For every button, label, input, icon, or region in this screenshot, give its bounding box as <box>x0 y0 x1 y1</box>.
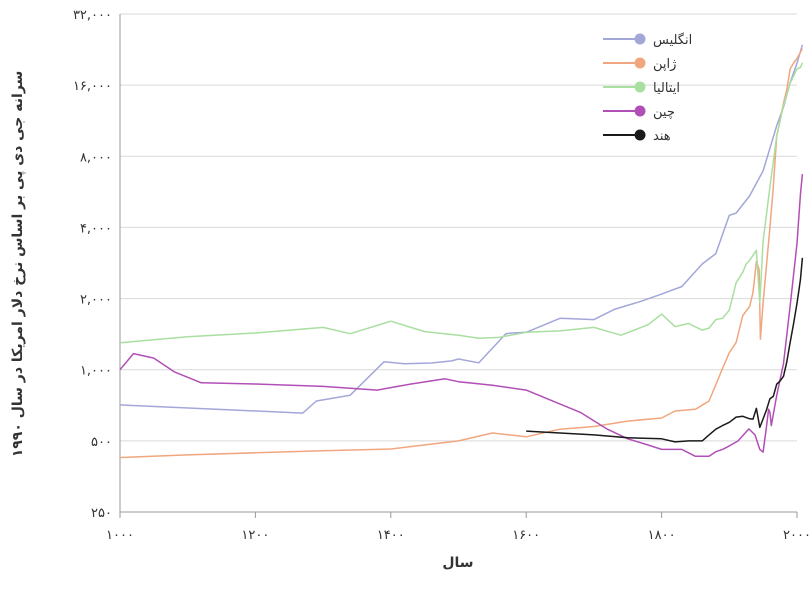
x-tick-label: ۲۰۰۰ <box>783 528 810 543</box>
legend-label: ایتالیا <box>653 81 680 96</box>
legend-marker <box>634 105 646 117</box>
y-tick-label: ۱۶,۰۰۰ <box>73 79 112 94</box>
y-tick-label: ۱,۰۰۰ <box>80 364 112 379</box>
legend-label: چین <box>653 105 675 120</box>
y-tick-label: ۸,۰۰۰ <box>80 150 112 165</box>
axes <box>119 14 798 518</box>
x-tick-label: ۱۴۰۰ <box>377 528 405 543</box>
y-axis-title: سرانه جی دی پی بر اساس نرخ دلار امریکا د… <box>10 71 26 458</box>
series-line <box>119 174 804 458</box>
y-tick-label: ۲۵۰ <box>91 506 112 521</box>
y-tick-label: ۳۲,۰۰۰ <box>73 8 112 23</box>
legend-label: هند <box>653 129 671 144</box>
tick-labels: ۲۵۰ ۵۰۰ ۱,۰۰۰ ۲,۰۰۰ ۴,۰۰۰ ۸,۰۰۰ ۱۶,۰۰۰ ۳۲,۰۰۰ ۱۰… <box>73 8 810 543</box>
x-tick-label: ۱۲۰۰ <box>241 528 269 543</box>
y-tick-label: ۵۰۰ <box>91 435 112 450</box>
legend-label: ژاپن <box>653 57 676 72</box>
legend: انگلیس ژاپن ایتالیا چین هند <box>603 32 692 144</box>
legend-marker <box>634 81 646 93</box>
series-lines <box>119 44 804 459</box>
x-tick-label: ۱۶۰۰ <box>512 528 540 543</box>
series-line <box>119 44 804 414</box>
series-line <box>119 62 804 344</box>
legend-marker <box>634 57 646 69</box>
y-tick-label: ۴,۰۰۰ <box>80 221 112 236</box>
y-tick-label: ۲,۰۰۰ <box>80 293 112 308</box>
x-tick-label: ۱۸۰۰ <box>648 528 676 543</box>
series-line <box>526 257 804 443</box>
x-tick-label: ۱۰۰۰ <box>106 528 134 543</box>
legend-marker <box>634 129 646 141</box>
legend-marker <box>634 33 646 45</box>
legend-label: انگلیس <box>653 32 692 48</box>
x-axis-title: سال <box>442 555 473 571</box>
grid-lines <box>120 13 797 442</box>
series-line <box>119 48 804 459</box>
